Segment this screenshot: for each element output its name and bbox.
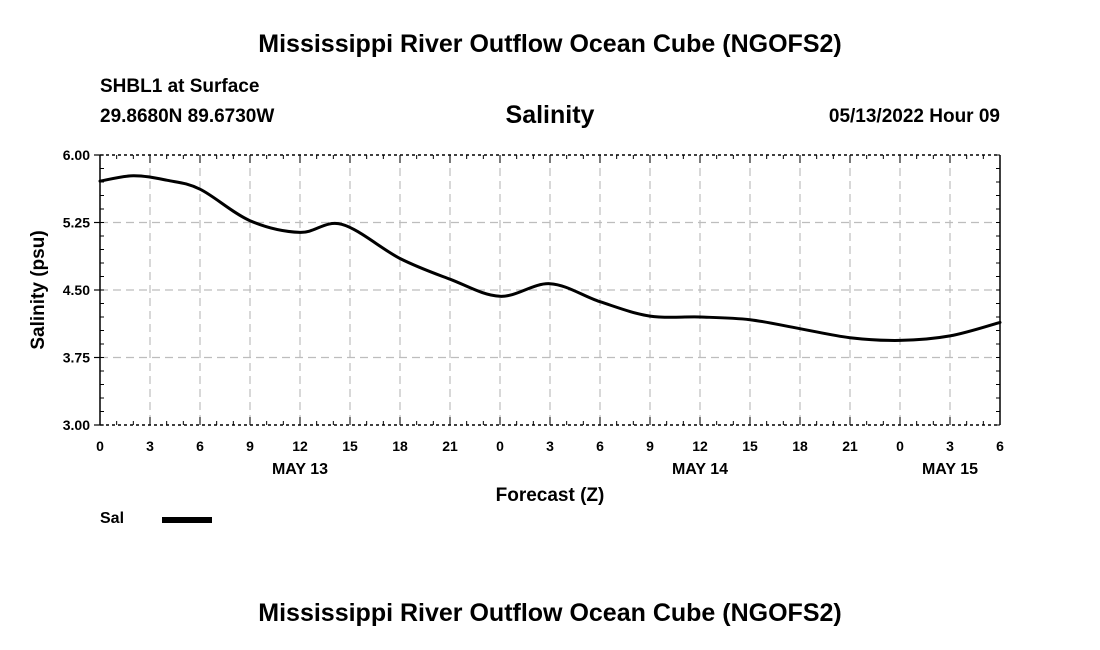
x-date-label: MAY 13: [272, 461, 328, 478]
y-tick-label: 5.25: [63, 215, 90, 231]
y-axis-title: Salinity (psu): [28, 230, 49, 349]
x-tick-label: 3: [946, 438, 954, 454]
y-tick-label: 4.50: [63, 282, 90, 298]
x-tick-label: 12: [292, 438, 308, 454]
x-tick-label: 15: [742, 438, 758, 454]
x-date-label: MAY 14: [672, 461, 728, 478]
y-tick-label: 6.00: [63, 147, 90, 163]
x-tick-label: 21: [442, 438, 458, 454]
footer-title: Mississippi River Outflow Ocean Cube (NG…: [258, 599, 842, 627]
y-tick-label: 3.75: [63, 350, 90, 366]
y-tick-label: 3.00: [63, 417, 90, 433]
x-tick-label: 9: [246, 438, 254, 454]
x-tick-label: 21: [842, 438, 858, 454]
x-tick-label: 15: [342, 438, 358, 454]
x-tick-label: 6: [996, 438, 1004, 454]
x-tick-label: 3: [546, 438, 554, 454]
x-tick-label: 12: [692, 438, 708, 454]
x-tick-label: 18: [392, 438, 408, 454]
chart-main-title: Mississippi River Outflow Ocean Cube (NG…: [258, 30, 842, 58]
station-label: SHBL1 at Surface: [100, 76, 260, 97]
series-line-sal: [98, 174, 1002, 342]
x-tick-label: 3: [146, 438, 154, 454]
x-tick-label: 0: [896, 438, 904, 454]
x-tick-label: 0: [496, 438, 504, 454]
x-date-label: MAY 15: [922, 461, 978, 478]
x-tick-label: 0: [96, 438, 104, 454]
x-tick-label: 6: [596, 438, 604, 454]
forecast-timestamp: 05/13/2022 Hour 09: [828, 106, 1000, 127]
station-coordinates: 29.8680N 89.6730W: [100, 106, 275, 127]
variable-title: Salinity: [505, 101, 595, 129]
legend-label: Sal: [100, 510, 125, 527]
x-tick-label: 6: [196, 438, 204, 454]
x-tick-label: 18: [792, 438, 808, 454]
x-tick-label: 9: [646, 438, 654, 454]
x-axis-title: Forecast (Z): [496, 485, 605, 506]
legend-swatch: [162, 517, 212, 523]
